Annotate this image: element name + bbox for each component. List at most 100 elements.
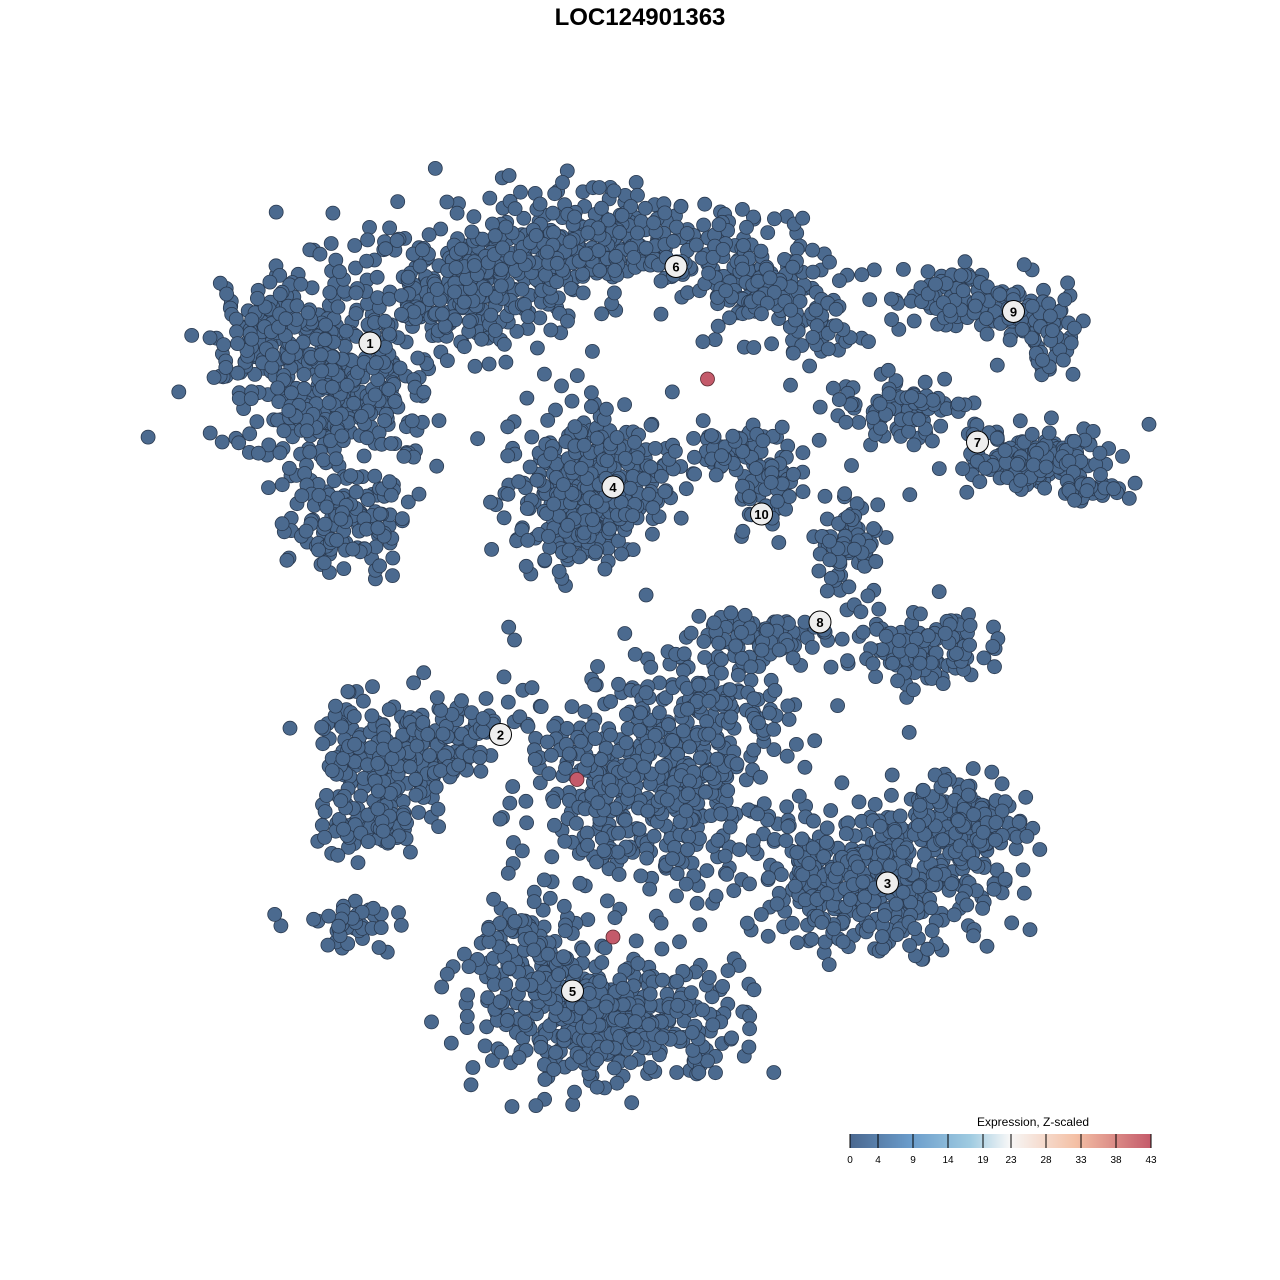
cell-point bbox=[1127, 475, 1143, 491]
cell-point bbox=[972, 474, 988, 490]
cell-point bbox=[467, 358, 483, 374]
cell-point bbox=[755, 433, 771, 449]
cell-point bbox=[942, 302, 958, 318]
cell-point bbox=[669, 974, 685, 989]
cluster-label-text: 8 bbox=[816, 615, 823, 630]
cell-point bbox=[666, 233, 681, 249]
cell-point bbox=[767, 211, 782, 227]
cell-point bbox=[820, 341, 836, 357]
cell-point bbox=[513, 184, 528, 200]
cell-point bbox=[680, 786, 696, 802]
cell-point bbox=[330, 299, 346, 315]
cell-point bbox=[447, 284, 463, 300]
cell-point bbox=[1024, 426, 1040, 442]
cell-point bbox=[742, 876, 757, 892]
legend-tick-label: 9 bbox=[910, 1155, 916, 1166]
cell-point bbox=[533, 699, 549, 714]
cell-point bbox=[434, 306, 450, 322]
cell-point bbox=[564, 393, 580, 409]
cell-point bbox=[483, 307, 499, 323]
cell-point bbox=[805, 329, 821, 345]
cell-point bbox=[480, 990, 496, 1006]
cell-point bbox=[675, 723, 691, 739]
cell-point bbox=[507, 632, 522, 648]
cell-point bbox=[384, 751, 400, 766]
cell-point bbox=[449, 205, 465, 221]
cell-point bbox=[627, 434, 642, 450]
cell-point bbox=[317, 516, 333, 532]
cell-point bbox=[406, 304, 422, 320]
cell-point bbox=[646, 828, 662, 844]
cell-point bbox=[1016, 885, 1032, 901]
cell-point bbox=[730, 667, 746, 683]
cell-point bbox=[567, 1084, 582, 1100]
cell-point bbox=[610, 844, 626, 860]
cell-point bbox=[1067, 320, 1082, 336]
cell-point bbox=[748, 461, 764, 476]
cell-point bbox=[598, 999, 614, 1015]
cell-point bbox=[475, 724, 491, 739]
cell-point bbox=[1060, 275, 1075, 291]
cell-point bbox=[885, 655, 900, 671]
cell-point bbox=[585, 343, 600, 359]
cell-point bbox=[822, 552, 838, 568]
cell-point bbox=[575, 942, 591, 958]
cell-point bbox=[411, 805, 426, 820]
cell-point bbox=[543, 322, 559, 338]
cell-point bbox=[500, 419, 516, 435]
cell-point bbox=[317, 332, 333, 348]
cell-point bbox=[282, 720, 298, 736]
cell-point bbox=[1044, 410, 1059, 426]
cell-point bbox=[779, 748, 795, 764]
cell-point bbox=[786, 466, 801, 482]
cell-point bbox=[850, 859, 866, 875]
cell-point bbox=[906, 437, 922, 453]
cell-point bbox=[1121, 490, 1137, 506]
cell-point bbox=[470, 431, 486, 447]
cell-point bbox=[640, 739, 656, 754]
cell-point bbox=[834, 631, 850, 647]
cell-point bbox=[336, 561, 352, 576]
cell-point bbox=[577, 704, 593, 719]
cell-point bbox=[735, 478, 750, 494]
cell-point bbox=[274, 477, 290, 493]
cell-point bbox=[723, 605, 739, 621]
cell-point bbox=[501, 619, 517, 635]
cell-point bbox=[294, 488, 310, 504]
cell-point bbox=[528, 228, 544, 243]
cell-point bbox=[654, 1030, 670, 1046]
cell-point bbox=[696, 634, 712, 649]
cell-point bbox=[402, 844, 418, 860]
cell-point bbox=[701, 726, 717, 742]
cell-point bbox=[596, 843, 612, 858]
cell-point bbox=[244, 331, 260, 347]
chart-title: LOC124901363 bbox=[554, 4, 726, 31]
cell-point bbox=[868, 669, 883, 684]
cell-point bbox=[699, 714, 714, 730]
cell-point bbox=[828, 318, 844, 334]
cell-point bbox=[699, 863, 715, 879]
cell-point bbox=[319, 499, 335, 515]
cell-point bbox=[795, 484, 811, 500]
cell-point bbox=[249, 414, 265, 430]
cell-point bbox=[753, 907, 769, 922]
cell-point bbox=[682, 739, 697, 755]
cell-point bbox=[557, 834, 573, 849]
cell-point bbox=[314, 363, 330, 379]
cell-point bbox=[541, 766, 557, 781]
cell-point bbox=[588, 494, 604, 510]
cell-point bbox=[878, 530, 894, 545]
cell-point bbox=[437, 318, 453, 334]
cell-point bbox=[370, 801, 386, 817]
cell-point bbox=[331, 918, 347, 934]
cell-point bbox=[402, 759, 418, 775]
cell-point bbox=[328, 698, 343, 714]
legend-tick-label: 43 bbox=[1145, 1155, 1157, 1166]
cell-point bbox=[789, 737, 804, 752]
cell-point bbox=[669, 888, 684, 904]
cell-point bbox=[520, 309, 536, 325]
cell-point bbox=[218, 360, 234, 375]
cluster-label-5: 5 bbox=[561, 979, 584, 1003]
cell-point bbox=[837, 486, 853, 502]
cell-point bbox=[767, 683, 783, 698]
